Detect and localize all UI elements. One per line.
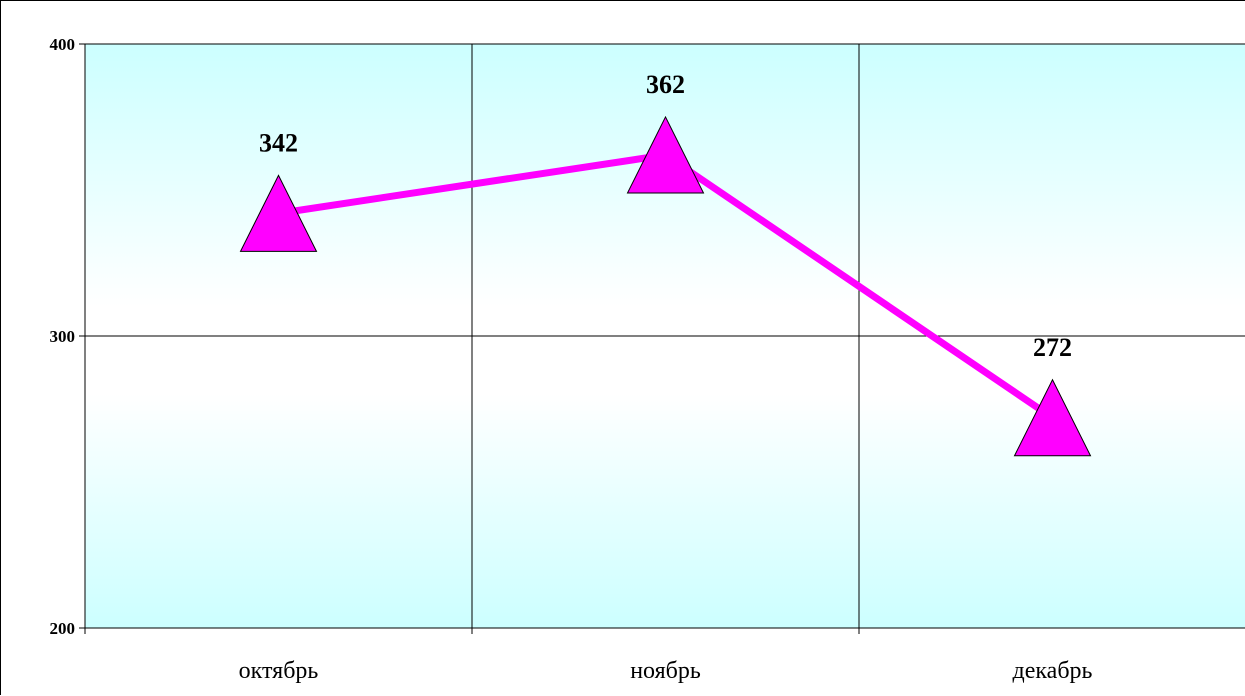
y-tick-label: 400 bbox=[50, 35, 76, 54]
data-label: 272 bbox=[1033, 333, 1072, 362]
y-tick-label: 200 bbox=[50, 619, 76, 638]
data-label: 362 bbox=[646, 70, 685, 99]
x-tick-label: ноябрь bbox=[630, 658, 701, 684]
y-tick-label: 300 bbox=[50, 327, 76, 346]
data-label: 342 bbox=[259, 128, 298, 157]
x-tick-label: октябрь bbox=[239, 658, 319, 684]
x-tick-label: декабрь bbox=[1013, 658, 1093, 684]
